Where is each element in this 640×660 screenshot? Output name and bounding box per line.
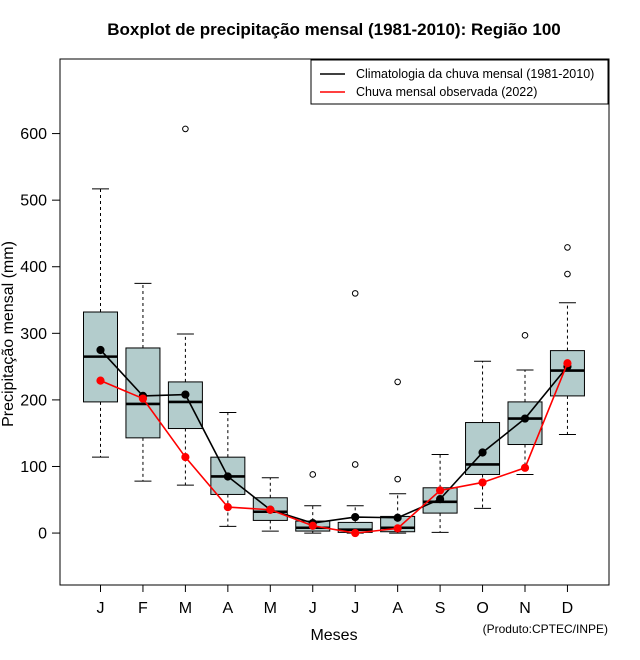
box-8 <box>380 378 416 534</box>
outlier-point <box>351 461 359 468</box>
box-11 <box>507 332 543 475</box>
legend-box <box>310 59 609 105</box>
box-7 <box>337 290 373 534</box>
x-tick-label: J <box>351 600 359 617</box>
legend-label-observed: Chuva mensal observada (2022) <box>356 85 537 99</box>
series-point <box>96 345 105 355</box>
series-point <box>563 359 572 368</box>
iqr-box <box>549 350 585 397</box>
series-point <box>96 376 105 385</box>
x-tick-label: A <box>392 600 403 617</box>
x-tick-label: J <box>97 600 105 617</box>
series-point <box>223 502 232 512</box>
y-tick-label: 300 <box>20 326 47 343</box>
series-point <box>266 505 275 514</box>
credit-text: (Produto:CPTEC/INPE) <box>483 622 608 636</box>
series-point <box>520 463 530 472</box>
series-observed <box>96 359 572 538</box>
series-point <box>351 512 360 522</box>
series-point <box>478 478 487 487</box>
series-point <box>393 524 402 533</box>
outlier-point <box>182 125 189 133</box>
chart-title: Boxplot de precipitação mensal (1981-201… <box>107 20 561 39</box>
x-tick-label: F <box>138 600 148 617</box>
x-tick-label: M <box>179 600 192 617</box>
y-tick-label: 100 <box>20 459 47 476</box>
x-tick-label: J <box>309 600 317 617</box>
x-tick-label: S <box>435 600 446 617</box>
y-axis-label: Precipitação mensal (mm) <box>0 241 17 427</box>
y-tick-label: 400 <box>20 259 47 276</box>
series-point <box>351 528 360 538</box>
series-line <box>100 362 569 534</box>
series-line <box>99 349 569 524</box>
series-point <box>181 453 190 462</box>
series-lines <box>96 345 572 538</box>
series-point <box>223 472 232 481</box>
box-1 <box>83 188 118 458</box>
outlier-point <box>564 270 571 278</box>
y-axis: 0 100 200 300 400 500 600 <box>20 126 61 543</box>
y-tick-label: 600 <box>20 126 47 143</box>
x-axis-label: Meses <box>310 627 357 644</box>
x-tick-label: D <box>562 600 574 617</box>
y-tick-label: 200 <box>20 392 47 409</box>
boxes <box>83 125 585 534</box>
series-point <box>436 486 445 495</box>
series-point <box>181 390 190 399</box>
box-5 <box>252 477 288 532</box>
iqr-box <box>167 381 203 430</box>
box-12 <box>549 244 585 436</box>
series-point <box>520 414 530 423</box>
legend: Climatologia da chuva mensal (1981-2010)… <box>310 59 609 105</box>
y-tick-label: 500 <box>20 193 47 210</box>
box-3 <box>167 125 203 486</box>
outlier-point <box>394 378 401 386</box>
outlier-point <box>309 471 317 478</box>
plot-frame <box>59 58 610 586</box>
series-point <box>436 495 445 504</box>
x-tick-label: O <box>476 600 488 617</box>
legend-label-climatology: Climatologia da chuva mensal (1981-2010) <box>356 67 594 81</box>
series-point <box>308 521 317 530</box>
iqr-box <box>507 401 543 446</box>
outlier-point <box>394 475 401 483</box>
x-tick-label: M <box>264 600 277 617</box>
series-point <box>478 448 487 457</box>
x-tick-label: N <box>519 600 531 617</box>
series-point <box>138 394 148 403</box>
series-point <box>393 513 402 522</box>
outlier-point <box>564 244 571 251</box>
y-tick-label: 0 <box>38 526 47 543</box>
outlier-point <box>521 332 529 339</box>
outlier-point <box>351 290 359 297</box>
x-tick-label: A <box>223 600 234 617</box>
